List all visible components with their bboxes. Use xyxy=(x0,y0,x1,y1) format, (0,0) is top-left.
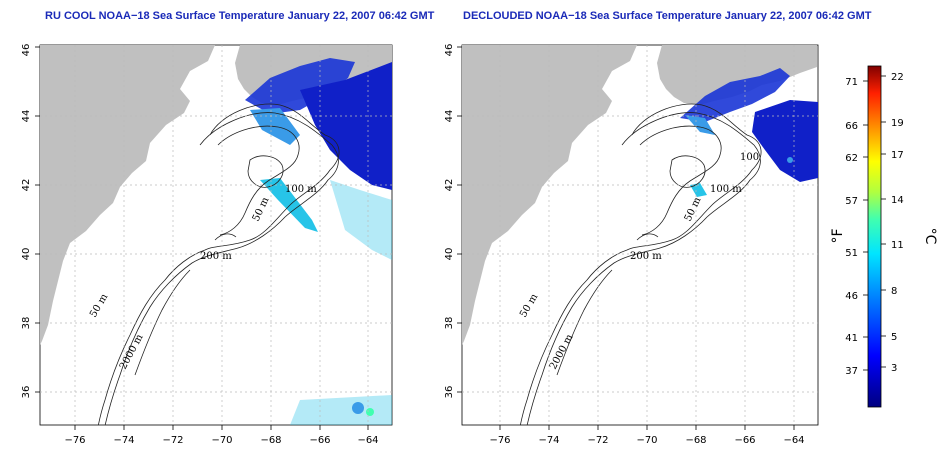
fahrenheit-tick-51: 51 xyxy=(845,248,858,259)
celsius-tick-8: 8 xyxy=(891,286,897,297)
left-axis-ticks xyxy=(35,46,369,430)
colorbar-ticks xyxy=(863,75,886,371)
right-lon-tick-68: −68 xyxy=(685,435,706,446)
fahrenheit-tick-71: 71 xyxy=(845,77,858,88)
right-contour-label-100m: 100 m xyxy=(710,184,742,195)
fahrenheit-tick-66: 66 xyxy=(845,121,858,132)
left-lat-tick-42: 42 xyxy=(21,179,32,192)
left-lat-tick-36: 36 xyxy=(21,386,32,399)
celsius-tick-11: 11 xyxy=(891,240,904,251)
right-lon-tick-66: −66 xyxy=(734,435,755,446)
left-lon-tick-64: −64 xyxy=(357,435,378,446)
right-lon-tick-64: −64 xyxy=(783,435,804,446)
right-grid xyxy=(462,45,818,425)
right-contour-label-100: 100 xyxy=(740,152,759,163)
celsius-tick-3: 3 xyxy=(891,363,897,374)
fahrenheit-tick-46: 46 xyxy=(845,291,858,302)
left-map: 100 m 50 m 200 m 50 m 2000 m −76 −74 −72… xyxy=(21,44,393,446)
right-lat-tick-46: 46 xyxy=(444,44,455,57)
left-lat-tick-38: 38 xyxy=(21,317,32,330)
celsius-unit-label: °C xyxy=(922,228,938,245)
fahrenheit-tick-41: 41 xyxy=(845,333,858,344)
fahrenheit-tick-57: 57 xyxy=(845,196,858,207)
left-lat-tick-46: 46 xyxy=(21,44,32,57)
left-lat-tick-44: 44 xyxy=(21,110,32,123)
right-lat-tick-44: 44 xyxy=(444,110,455,123)
right-lon-tick-70: −70 xyxy=(636,435,657,446)
right-axis-ticks xyxy=(457,46,795,430)
right-lat-tick-42: 42 xyxy=(444,179,455,192)
left-lon-tick-72: −72 xyxy=(162,435,183,446)
right-lat-tick-36: 36 xyxy=(444,386,455,399)
temperature-colorbar: 71 66 62 57 51 46 41 37 22 19 17 14 11 8… xyxy=(830,65,938,408)
right-map: 100 100 m 50 m 200 m 50 m 2000 m −76 −74… xyxy=(444,44,819,446)
left-lon-tick-68: −68 xyxy=(260,435,281,446)
right-lat-tick-38: 38 xyxy=(444,317,455,330)
left-contour-label-200m: 200 m xyxy=(200,251,232,262)
celsius-tick-22: 22 xyxy=(891,72,904,83)
celsius-tick-19: 19 xyxy=(891,118,904,129)
celsius-tick-5: 5 xyxy=(891,332,897,343)
fahrenheit-unit-label: °F xyxy=(830,228,846,243)
right-contour-label-200m: 200 m xyxy=(630,251,662,262)
celsius-tick-14: 14 xyxy=(891,195,904,206)
left-contour-label-100m: 100 m xyxy=(285,184,317,195)
left-lon-tick-76: −76 xyxy=(64,435,85,446)
left-lon-tick-74: −74 xyxy=(113,435,134,446)
right-lat-tick-40: 40 xyxy=(444,248,455,261)
celsius-tick-17: 17 xyxy=(891,150,904,161)
fahrenheit-tick-62: 62 xyxy=(845,153,858,164)
left-lon-tick-70: −70 xyxy=(211,435,232,446)
right-map-title: DECLOUDED NOAA−18 Sea Surface Temperatur… xyxy=(463,10,872,22)
right-lon-tick-74: −74 xyxy=(538,435,559,446)
fahrenheit-tick-37: 37 xyxy=(845,366,858,377)
left-grid xyxy=(40,45,392,425)
colorbar-gradient xyxy=(867,65,882,408)
left-map-title: RU COOL NOAA−18 Sea Surface Temperature … xyxy=(45,10,435,22)
left-lat-tick-40: 40 xyxy=(21,248,32,261)
right-lon-tick-72: −72 xyxy=(587,435,608,446)
left-lon-tick-66: −66 xyxy=(309,435,330,446)
right-sst-patches xyxy=(680,68,818,197)
right-lon-tick-76: −76 xyxy=(489,435,510,446)
